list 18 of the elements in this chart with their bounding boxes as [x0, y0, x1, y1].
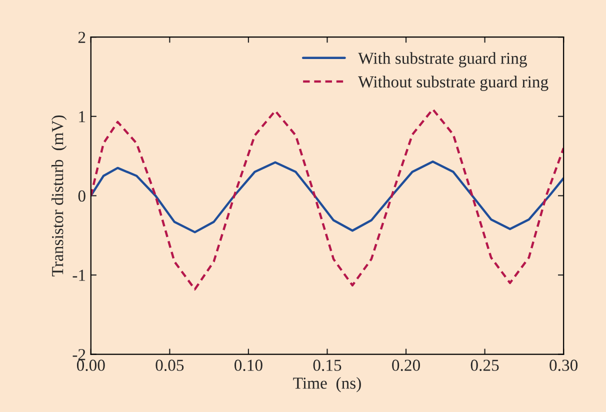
x-tick-label: 0.25 — [470, 360, 499, 371]
y-tick-label: 2 — [78, 32, 86, 43]
legend-label: Without substrate guard ring — [358, 76, 548, 91]
line-series — [90, 160, 564, 234]
y-axis-title: Transistor disturb (mV) — [51, 115, 67, 276]
y-tick-label: 1 — [79, 111, 86, 122]
y-tick-label: -1 — [72, 270, 86, 281]
line-series — [90, 108, 564, 290]
legend-label: With substrate guard ring — [358, 52, 527, 68]
x-axis-title: Time (ns) — [293, 377, 361, 392]
x-tick-label: 0.00 — [76, 360, 105, 371]
x-tick-label: 0.20 — [392, 360, 420, 371]
x-tick-label: 0.05 — [156, 360, 184, 371]
y-tick-label: -2 — [72, 349, 86, 360]
y-tick-label: 0 — [78, 190, 86, 202]
x-tick-label: 0.30 — [550, 360, 578, 371]
x-tick-label: 0.10 — [234, 360, 262, 371]
x-tick-label: 0.15 — [313, 360, 342, 371]
